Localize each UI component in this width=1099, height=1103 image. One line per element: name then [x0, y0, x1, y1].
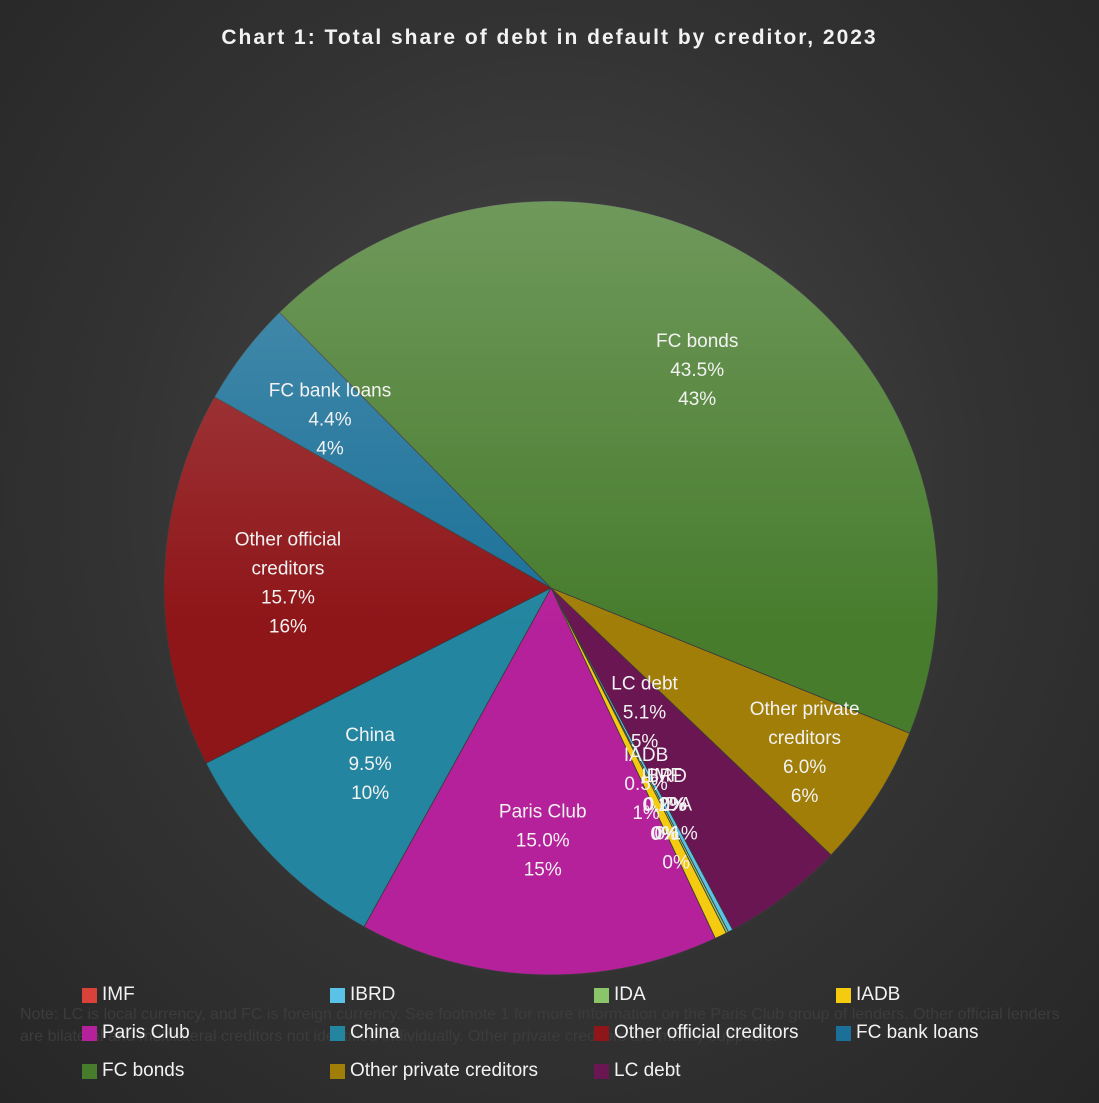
slice-label-other-private-creditors: Other private creditors 6.0% 6% — [750, 699, 860, 807]
slice-label-other-official-creditors: Other official creditors 15.7% 16% — [235, 529, 341, 637]
legend-label: IBRD — [350, 984, 396, 1005]
legend-label: IADB — [856, 984, 901, 1005]
legend-swatch — [594, 987, 609, 1003]
legend-label: IMF — [102, 984, 135, 1005]
legend-item-fc-bonds: FC bonds — [82, 1056, 330, 1086]
legend-item-china: China — [330, 1018, 594, 1048]
slice-label-iadb: IADB 0.5% 1% — [624, 745, 668, 824]
legend-item-lc-debt: LC debt — [594, 1056, 836, 1086]
legend-item-other-private-creditors: Other private creditors — [330, 1056, 594, 1086]
legend-swatch — [82, 1025, 97, 1041]
chart-title: Chart 1: Total share of debt in default … — [221, 26, 878, 49]
legend-swatch — [82, 1063, 97, 1079]
legend-item-fc-bank-loans: FC bank loans — [836, 1018, 1092, 1048]
slice-label-china: China 9.5% 10% — [345, 725, 395, 804]
slice-label-imf: IMF 0.0% 0% — [644, 765, 687, 844]
slice-label-ibrd: IBRD 0.2% 0% — [641, 766, 686, 845]
legend-item-paris-club: Paris Club — [82, 1018, 330, 1048]
legend-swatch — [82, 987, 97, 1003]
legend-label: FC bank loans — [856, 1022, 979, 1043]
legend-item-imf: IMF — [82, 980, 330, 1010]
legend-swatch — [836, 1025, 851, 1041]
slice-label-lc-debt: LC debt 5.1% 5% — [611, 673, 678, 752]
legend-label: Other private creditors — [350, 1060, 538, 1081]
legend-swatch — [836, 987, 851, 1003]
slice-label-fc-bank-loans: FC bank loans 4.4% 4% — [269, 380, 392, 459]
legend-swatch — [594, 1025, 609, 1041]
footnote: Note: LC is local currency, and FC is fo… — [20, 1006, 1060, 1045]
slice-label-fc-bonds: FC bonds 43.5% 43% — [656, 331, 738, 410]
legend-swatch — [330, 987, 345, 1003]
legend-item-iadb: IADB — [836, 980, 1092, 1010]
legend-label: Paris Club — [102, 1022, 190, 1043]
slice-label-ida: IDA 0.1% 0% — [655, 795, 698, 874]
legend-item-ida: IDA — [594, 980, 836, 1010]
legend-label: Other official creditors — [614, 1022, 799, 1043]
legend-label: LC debt — [614, 1060, 681, 1081]
legend-item-other-official-creditors: Other official creditors — [594, 1018, 836, 1048]
slice-label-paris-club: Paris Club 15.0% 15% — [499, 801, 587, 880]
legend-label: FC bonds — [102, 1060, 185, 1081]
legend-item-ibrd: IBRD — [330, 980, 594, 1010]
legend-swatch — [594, 1063, 609, 1079]
legend: IMF IBRD IDA IADB Paris Club China Other offic… — [82, 980, 1092, 1086]
legend-swatch — [330, 1025, 345, 1041]
legend-label: China — [350, 1022, 400, 1043]
legend-swatch — [330, 1063, 345, 1079]
legend-label: IDA — [614, 984, 646, 1005]
